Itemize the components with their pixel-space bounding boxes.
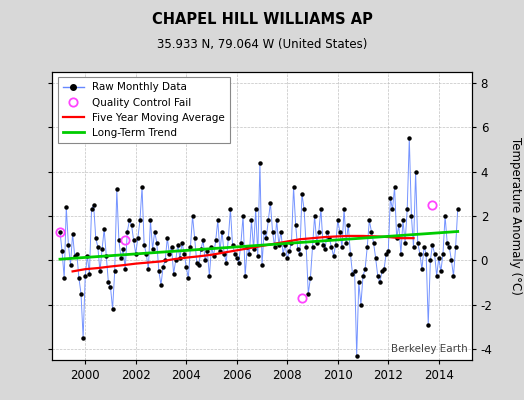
Y-axis label: Temperature Anomaly (°C): Temperature Anomaly (°C) (509, 137, 522, 295)
Text: Berkeley Earth: Berkeley Earth (391, 344, 467, 354)
Legend: Raw Monthly Data, Quality Control Fail, Five Year Moving Average, Long-Term Tren: Raw Monthly Data, Quality Control Fail, … (58, 77, 230, 143)
Text: CHAPEL HILL WILLIAMS AP: CHAPEL HILL WILLIAMS AP (151, 12, 373, 27)
Text: 35.933 N, 79.064 W (United States): 35.933 N, 79.064 W (United States) (157, 38, 367, 51)
